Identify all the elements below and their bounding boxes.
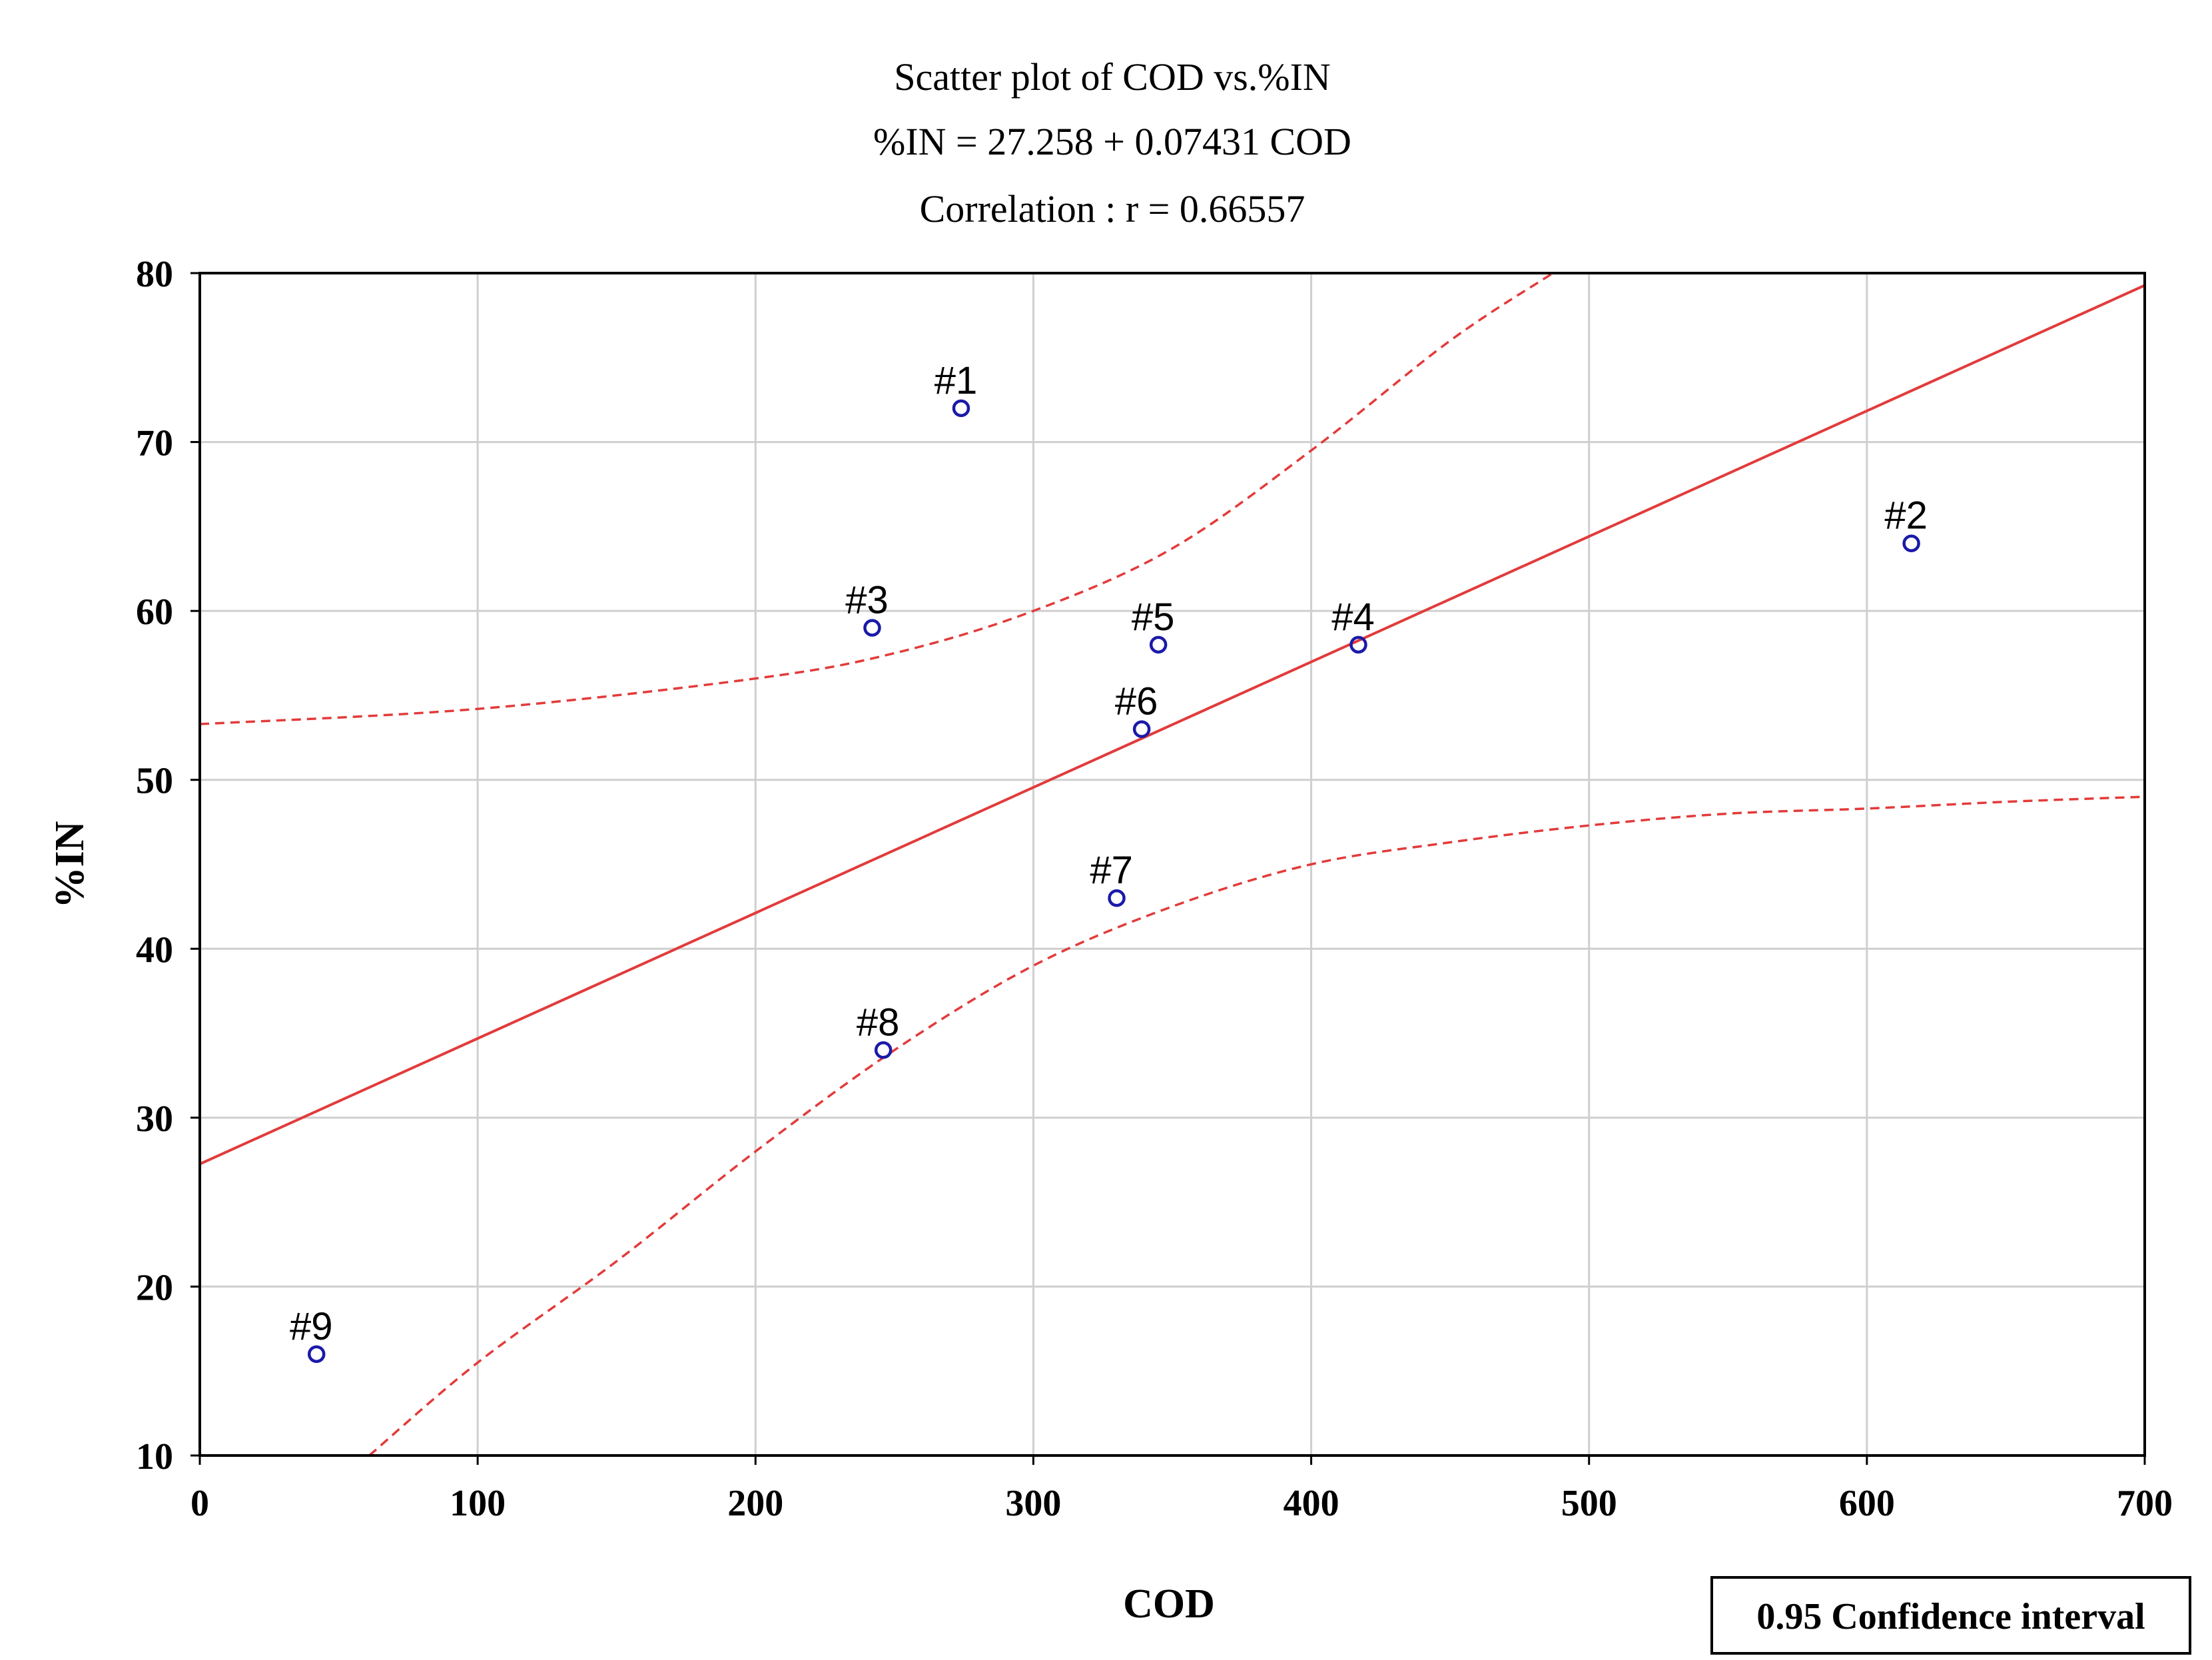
x-tick-label-6: 600 xyxy=(1839,1483,1895,1524)
regression-line-group xyxy=(200,284,2145,1166)
confidence-band xyxy=(200,273,2145,1455)
legend-box xyxy=(1710,1576,2191,1655)
grid xyxy=(200,273,2145,1455)
chart-title: Scatter plot of COD vs.%IN %IN = 27.258 … xyxy=(873,55,1351,230)
data-point-label-6: #6 xyxy=(1115,680,1158,723)
y-axis-label: %IN xyxy=(47,821,93,909)
confidence-upper-curve xyxy=(200,273,1554,725)
data-point-label-1: #1 xyxy=(934,359,978,402)
x-tick-label-7: 700 xyxy=(2117,1483,2173,1524)
data-point-9 xyxy=(307,1345,326,1364)
y-tick-label-5: 60 xyxy=(136,592,173,633)
legend-label: 0.95 Confidence interval xyxy=(1756,1596,2145,1637)
data-point-label-4: #4 xyxy=(1331,596,1375,639)
x-tick-label-5: 500 xyxy=(1561,1483,1617,1524)
chart-title-line-1: Scatter plot of COD vs.%IN xyxy=(894,55,1331,99)
data-point-1 xyxy=(952,399,970,418)
data-point-label-2: #2 xyxy=(1884,494,1928,538)
x-tick-label-4: 400 xyxy=(1284,1483,1339,1524)
y-tick-label-3: 40 xyxy=(136,929,173,971)
x-axis-label: COD xyxy=(1123,1581,1215,1627)
y-tick-label-6: 70 xyxy=(136,423,173,464)
y-axis-ticks: 10 20 30 40 50 60 70 80 xyxy=(136,254,200,1477)
y-tick-label-7: 80 xyxy=(136,254,173,295)
x-tick-label-0: 0 xyxy=(190,1483,209,1524)
x-axis-ticks: 0 100 200 300 400 500 600 700 xyxy=(190,1455,2173,1524)
data-point-5 xyxy=(1149,635,1168,654)
data-point-label-9: #9 xyxy=(290,1305,333,1348)
y-tick-label-0: 10 xyxy=(136,1436,173,1477)
y-tick-label-4: 50 xyxy=(136,761,173,802)
regression-line xyxy=(200,284,2145,1166)
data-point-6 xyxy=(1132,720,1151,738)
legend: 0.95 Confidence interval xyxy=(1710,1576,2191,1655)
data-point-4 xyxy=(1349,635,1367,654)
data-points: #1 #2 #3 #4 #5 #6 #7 #8 #9 xyxy=(290,359,1928,1364)
data-point-8 xyxy=(874,1041,893,1059)
data-point-label-7: #7 xyxy=(1090,849,1133,892)
data-point-2 xyxy=(1902,534,1920,552)
chart-title-line-3: Correlation : r = 0.66557 xyxy=(920,187,1305,230)
data-point-3 xyxy=(863,619,881,637)
x-tick-label-3: 300 xyxy=(1005,1483,1061,1524)
data-point-label-5: #5 xyxy=(1132,596,1175,639)
x-tick-label-2: 200 xyxy=(727,1483,783,1524)
data-point-label-8: #8 xyxy=(857,1001,900,1044)
confidence-lower-curve xyxy=(368,795,2145,1455)
y-tick-label-1: 20 xyxy=(136,1267,173,1308)
chart-title-line-2: %IN = 27.258 + 0.07431 COD xyxy=(873,120,1351,163)
x-tick-label-1: 100 xyxy=(450,1483,506,1524)
data-point-7 xyxy=(1108,889,1126,907)
plot-frame xyxy=(198,272,2146,1457)
data-point-label-3: #3 xyxy=(845,579,889,622)
y-tick-label-2: 30 xyxy=(136,1098,173,1140)
